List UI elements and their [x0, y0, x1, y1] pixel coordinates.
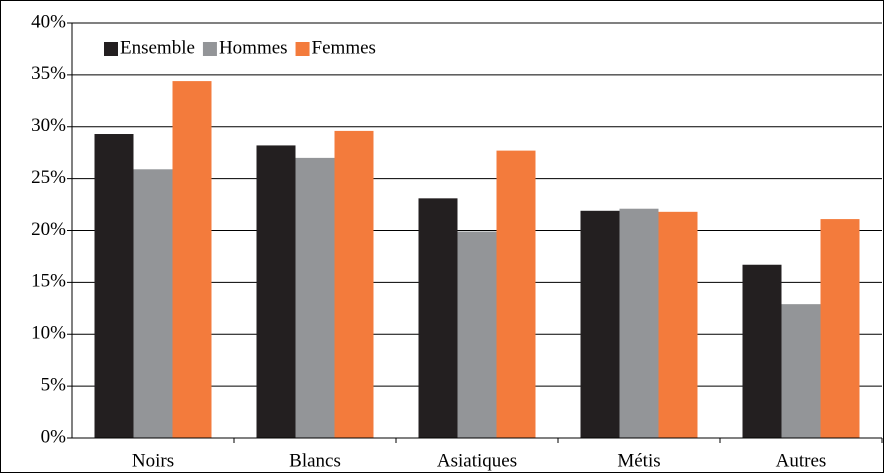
bar [457, 231, 497, 438]
bar [820, 219, 860, 438]
legend-label: Hommes [219, 37, 288, 58]
bar [742, 264, 782, 438]
y-tick-label: 0% [41, 426, 67, 447]
bar [295, 157, 335, 438]
y-tick-label: 30% [31, 115, 66, 136]
legend-label: Ensemble [120, 37, 195, 58]
legend-label: Femmes [312, 37, 376, 58]
y-tick-label: 35% [31, 63, 66, 84]
bar [619, 208, 659, 438]
bar [256, 145, 296, 439]
bar [172, 81, 212, 438]
x-tick-label: Asiatiques [437, 450, 517, 471]
x-tick-label: Blancs [289, 450, 341, 471]
legend-swatch [104, 42, 118, 56]
bar [418, 198, 458, 438]
bar [94, 134, 134, 438]
bar [133, 169, 173, 438]
legend-swatch [295, 42, 310, 56]
y-tick-label: 40% [31, 11, 66, 32]
bar [580, 210, 620, 438]
y-tick-label: 5% [41, 374, 67, 395]
y-tick-label: 10% [31, 323, 66, 344]
bar [334, 130, 374, 438]
bar [781, 304, 821, 438]
legend-swatch [202, 42, 217, 56]
y-tick-label: 15% [31, 271, 66, 292]
y-tick-label: 25% [31, 167, 66, 188]
x-tick-label: Autres [776, 450, 827, 471]
x-tick-label: Noirs [132, 450, 174, 471]
bar [658, 211, 698, 438]
bar [496, 150, 536, 439]
y-tick-label: 20% [31, 219, 66, 240]
x-tick-label: Métis [617, 450, 660, 471]
